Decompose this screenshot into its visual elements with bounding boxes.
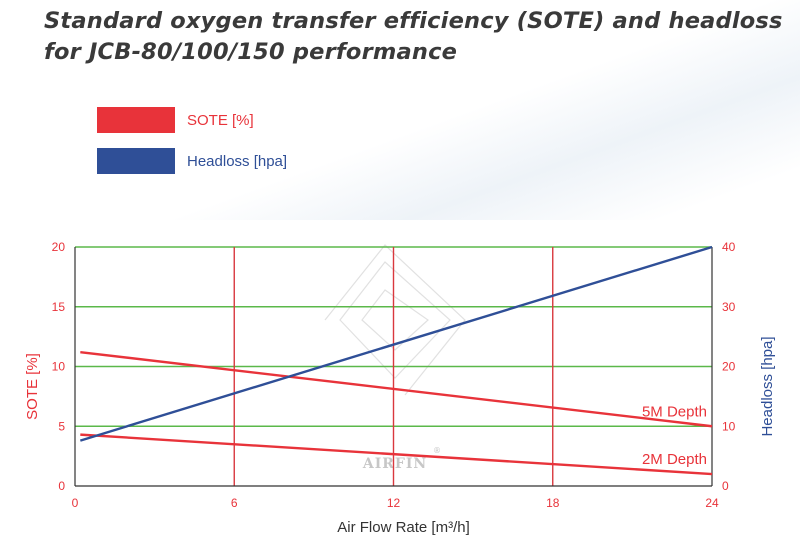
y-left-tick-label: 20 xyxy=(52,240,66,254)
series-label-5m-depth: 5M Depth xyxy=(642,403,707,420)
series-line-2m-depth xyxy=(80,433,713,476)
y-left-tick-label: 5 xyxy=(58,419,65,433)
chart-title-line-2: for JCB-80/100/150 performance xyxy=(44,39,458,65)
x-tick-label: 6 xyxy=(231,496,238,510)
series-line-5m-depth xyxy=(80,350,713,428)
series-line-headloss xyxy=(79,245,713,442)
y-right-tick-label: 0 xyxy=(722,479,729,493)
y-right-tick-label: 40 xyxy=(722,240,736,254)
y-left-tick-label: 15 xyxy=(52,300,66,314)
series-label-2m-depth: 2M Depth xyxy=(642,451,707,468)
watermark-text: AIRFIN xyxy=(362,456,427,472)
legend-item-sote: SOTE [%] xyxy=(97,107,287,133)
y-left-axis-label: SOTE [%] xyxy=(24,353,41,420)
x-tick-label: 18 xyxy=(546,496,560,510)
watermark-logo xyxy=(324,244,466,396)
series xyxy=(79,245,713,476)
legend-swatch-headloss xyxy=(97,148,175,174)
axis-labels: 0 5 10 15 20 0 10 20 30 40 0 6 12 18 24 5M Depth 2M Dept… xyxy=(24,240,776,536)
axes xyxy=(74,247,713,487)
y-right-tick-label: 10 xyxy=(722,419,736,433)
legend-label-sote: SOTE [%] xyxy=(187,111,254,129)
watermark-registered-mark: ® xyxy=(433,446,441,455)
y-left-tick-label: 10 xyxy=(52,360,66,374)
grid xyxy=(75,246,712,486)
legend-swatch-sote xyxy=(97,107,175,133)
x-axis-label: Air Flow Rate [m³/h] xyxy=(337,519,470,536)
y-right-tick-label: 20 xyxy=(722,360,736,374)
legend-item-headloss: Headloss [hpa] xyxy=(97,148,287,174)
legend-label-headloss: Headloss [hpa] xyxy=(187,152,288,170)
x-tick-label: 24 xyxy=(705,496,719,510)
y-right-axis-label: Headloss [hpa] xyxy=(759,336,776,436)
y-left-tick-label: 0 xyxy=(58,479,65,493)
chart-title-line-1: Standard oxygen transfer efficiency (SOT… xyxy=(44,8,783,34)
chart-legend: SOTE [%] Headloss [hpa] xyxy=(97,107,287,189)
y-right-tick-label: 30 xyxy=(722,300,736,314)
x-tick-label: 12 xyxy=(387,496,401,510)
x-tick-label: 0 xyxy=(72,496,79,510)
chart-title: Standard oxygen transfer efficiency (SOT… xyxy=(44,6,783,68)
